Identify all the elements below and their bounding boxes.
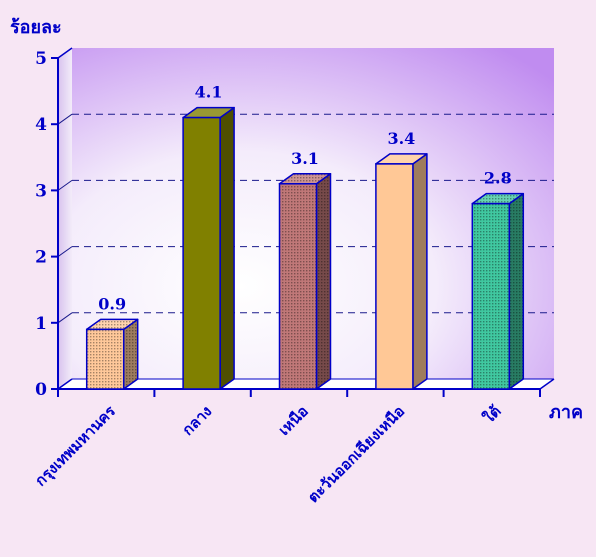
x-axis-back-line <box>539 378 555 390</box>
bar: 0.9 <box>85 294 139 390</box>
y-tick-label: 2 <box>35 248 47 268</box>
x-category-label: ตะวันออกเฉียงเหนือ <box>304 402 408 506</box>
grid-line-side <box>57 113 73 125</box>
y-axis-back-line <box>57 47 73 59</box>
bar-value-label: 0.9 <box>98 294 126 313</box>
bar-side-face <box>219 106 235 390</box>
bar-side-face <box>412 153 428 390</box>
y-tick-label: 0 <box>35 380 47 400</box>
x-category-label: เหนือ <box>275 402 312 439</box>
bar: 3.4 <box>375 129 428 390</box>
bar-value-label: 4.1 <box>195 83 223 102</box>
x-category-label: กลาง <box>179 402 216 439</box>
grid-line-side <box>57 312 73 324</box>
y-ticks: 0 1 2 3 4 5 <box>35 49 58 400</box>
bar-side-face <box>122 318 139 390</box>
x-axis-title: ภาค <box>549 402 583 423</box>
bar-front-face <box>182 116 221 390</box>
bar-side-face <box>508 192 525 390</box>
bar-value-label: 3.4 <box>387 129 415 148</box>
plot-side-wall <box>58 48 72 389</box>
y-tick-label: 4 <box>35 115 47 135</box>
x-category-label: กรุงเทพมหานคร <box>31 401 120 490</box>
bars: 0.9 4.1 3.1 3.4 2.8 <box>85 83 525 390</box>
bar-front-face <box>471 202 511 390</box>
bar: 2.8 <box>471 169 525 390</box>
x-ticks: กรุงเทพมหานคร กลาง เหนือตะวันออกเฉียงเหนือ… <box>31 389 541 506</box>
bar-side-face <box>315 173 332 390</box>
bar: 4.1 <box>182 83 235 390</box>
bar-front-face <box>375 163 414 390</box>
grid-line-side <box>57 179 73 191</box>
y-tick-label: 1 <box>35 314 47 334</box>
y-tick-label: 3 <box>35 181 47 201</box>
bar-value-label: 3.1 <box>291 149 319 168</box>
bar-front-face <box>85 328 125 390</box>
y-axis-title: ร้อยละ <box>10 17 62 38</box>
floor-front-diagonal <box>57 378 73 390</box>
x-category-label: ใต้ <box>480 402 505 427</box>
y-tick-label: 5 <box>35 49 47 69</box>
bar-front-face <box>278 183 318 390</box>
grid-line-side <box>57 246 73 258</box>
bar-value-label: 2.8 <box>484 169 512 188</box>
bar: 3.1 <box>278 149 332 390</box>
